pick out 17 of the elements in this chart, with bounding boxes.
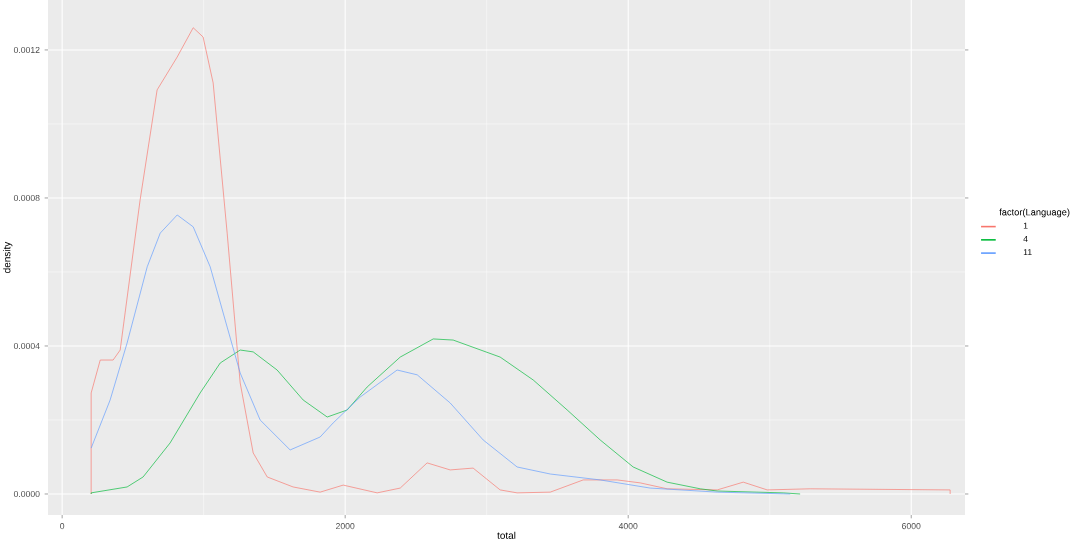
x-tick-label: 0 — [60, 523, 65, 530]
text: 11 — [1023, 249, 1032, 256]
y-tick-label: 0.0004 — [13, 342, 40, 350]
x-tick-label: 2000 — [336, 523, 355, 530]
line-series — [90, 214, 791, 495]
line-series — [90, 338, 801, 495]
y-tick-label: 0.0000 — [13, 490, 40, 498]
text: 1 — [1023, 222, 1028, 229]
y-tick-label: 0.0008 — [13, 194, 40, 202]
y-axis-title: density — [3, 241, 13, 273]
x-tick-label: 4000 — [618, 523, 638, 530]
x-axis-title: total — [497, 531, 516, 539]
y-tick-label: 0.0012 — [13, 46, 40, 53]
x-tick-label: 6000 — [902, 523, 921, 530]
text: 4 — [1023, 235, 1028, 242]
line-series — [90, 27, 951, 495]
legend-title: factor(Language) — [999, 208, 1070, 218]
